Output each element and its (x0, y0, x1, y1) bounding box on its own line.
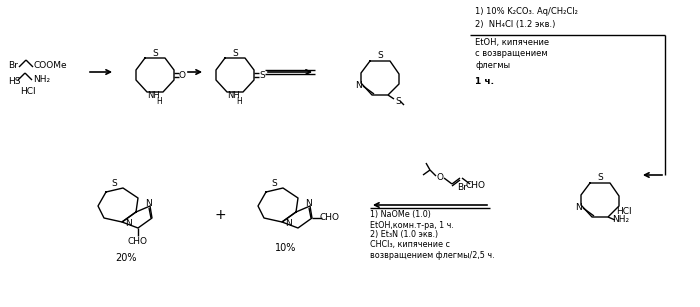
Text: 2)  NH₄Cl (1.2 экв.): 2) NH₄Cl (1.2 экв.) (475, 20, 555, 29)
Text: HS: HS (8, 76, 20, 86)
Text: N: N (304, 199, 312, 208)
Text: S: S (377, 52, 383, 60)
Text: N: N (145, 199, 151, 208)
Text: 20%: 20% (116, 253, 136, 263)
Text: EtOH, кипячение: EtOH, кипячение (475, 37, 549, 46)
Text: COOMe: COOMe (34, 60, 68, 69)
Text: 10%: 10% (275, 243, 297, 253)
Text: 1) NaOMe (1.0): 1) NaOMe (1.0) (370, 211, 431, 220)
Text: NH: NH (146, 91, 160, 100)
Text: NH₂: NH₂ (612, 216, 629, 224)
Text: H: H (236, 96, 242, 106)
Text: N: N (285, 220, 291, 228)
Text: S: S (395, 96, 401, 106)
Text: Br: Br (457, 184, 467, 192)
Text: S: S (597, 173, 603, 182)
Text: флегмы: флегмы (475, 61, 510, 71)
Text: +: + (214, 208, 226, 222)
Text: CHO: CHO (466, 181, 486, 189)
Text: 1) 10% K₂CO₃. Aq/CH₂Cl₂: 1) 10% K₂CO₃. Aq/CH₂Cl₂ (475, 7, 578, 17)
Text: с возвращением: с возвращением (475, 49, 547, 59)
Text: CHO: CHO (128, 238, 148, 247)
Text: HCl: HCl (616, 207, 632, 216)
Text: NH₂: NH₂ (33, 76, 50, 84)
Text: NH: NH (227, 91, 239, 100)
Text: 2) Et₃N (1.0 экв.): 2) Et₃N (1.0 экв.) (370, 231, 438, 239)
Text: S: S (111, 178, 117, 188)
Text: HCl: HCl (20, 87, 36, 96)
Text: 1 ч.: 1 ч. (475, 77, 494, 87)
Text: S: S (232, 49, 238, 57)
Text: H: H (156, 96, 162, 106)
Text: CHCl₃, кипячение с: CHCl₃, кипячение с (370, 240, 450, 250)
Text: EtOH,комн.т-ра, 1 ч.: EtOH,комн.т-ра, 1 ч. (370, 220, 454, 230)
Text: возвращением флегмы/2,5 ч.: возвращением флегмы/2,5 ч. (370, 251, 495, 259)
Text: S: S (259, 72, 265, 80)
Text: O: O (178, 72, 186, 80)
Text: S: S (271, 178, 277, 188)
Text: S: S (152, 49, 158, 57)
Text: N: N (575, 204, 582, 212)
Text: O: O (437, 173, 444, 182)
Text: Br: Br (8, 60, 18, 69)
Text: N: N (355, 81, 361, 91)
Text: CHO: CHO (320, 213, 340, 223)
Text: N: N (125, 220, 132, 228)
